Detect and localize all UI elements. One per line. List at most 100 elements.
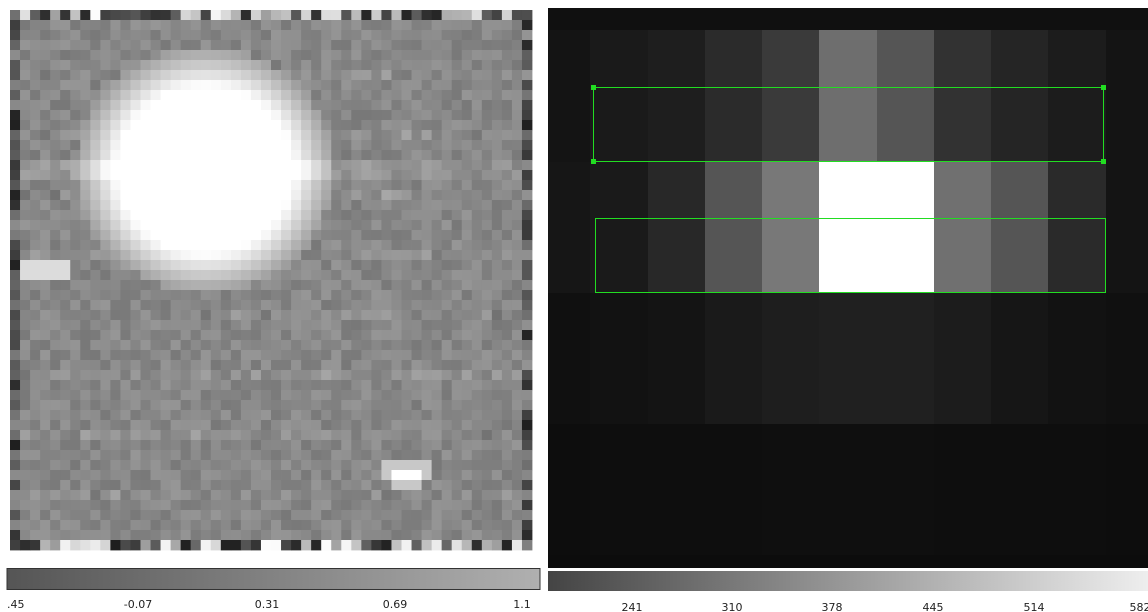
pixel xyxy=(20,200,30,210)
pixel xyxy=(60,320,70,330)
pixel xyxy=(130,10,140,20)
handle[interactable] xyxy=(1101,159,1106,164)
pixel xyxy=(241,60,251,70)
pixel xyxy=(341,490,351,500)
handle[interactable] xyxy=(591,159,596,164)
pixel xyxy=(191,220,201,230)
pixel xyxy=(40,380,50,390)
pixel xyxy=(241,450,251,460)
pixel xyxy=(120,110,130,120)
pixel xyxy=(90,250,100,260)
pixel xyxy=(381,490,391,500)
pixel xyxy=(422,430,432,440)
pixel xyxy=(90,140,100,150)
pixel xyxy=(311,80,321,90)
pixel xyxy=(231,280,241,290)
pixel xyxy=(492,80,502,90)
pixel xyxy=(70,80,80,90)
pixel xyxy=(502,410,512,420)
pixel xyxy=(422,210,432,220)
pixel xyxy=(321,310,331,320)
pixel xyxy=(191,500,201,510)
pixel xyxy=(151,220,161,230)
pixel xyxy=(341,530,351,540)
handle[interactable] xyxy=(591,85,596,90)
left-image[interactable] xyxy=(10,10,532,550)
pixel xyxy=(231,340,241,350)
pixel xyxy=(391,310,401,320)
pixel xyxy=(341,500,351,510)
pixel xyxy=(271,60,281,70)
pixel xyxy=(241,510,251,520)
pixel xyxy=(10,420,20,430)
pixel xyxy=(281,470,291,480)
pixel xyxy=(100,290,110,300)
pixel xyxy=(432,210,442,220)
pixel xyxy=(331,30,341,40)
pixel xyxy=(341,140,351,150)
pixel xyxy=(161,320,171,330)
pixel xyxy=(422,320,432,330)
pixel xyxy=(60,210,70,220)
pixel xyxy=(281,230,291,240)
pixel xyxy=(381,170,391,180)
pixel xyxy=(60,280,70,290)
pixel xyxy=(100,370,110,380)
pixel xyxy=(90,210,100,220)
pixel xyxy=(412,510,422,520)
pixel xyxy=(130,220,140,230)
pixel xyxy=(241,20,251,30)
pixel xyxy=(432,400,442,410)
pixel xyxy=(30,410,40,420)
pixel xyxy=(361,400,371,410)
pixel xyxy=(502,20,512,30)
pixel xyxy=(442,160,452,170)
pixel xyxy=(60,220,70,230)
pixel xyxy=(211,120,221,130)
pixel xyxy=(110,200,120,210)
pixel xyxy=(391,270,401,280)
pixel xyxy=(381,400,391,410)
pixel xyxy=(512,160,522,170)
pixel xyxy=(211,410,221,420)
pixel xyxy=(211,100,221,110)
pixel xyxy=(381,500,391,510)
pixel xyxy=(361,30,371,40)
pixel xyxy=(241,370,251,380)
pixel xyxy=(141,150,151,160)
pixel xyxy=(371,520,381,530)
pixel xyxy=(371,310,381,320)
pixel xyxy=(50,120,60,130)
pixel xyxy=(877,555,934,568)
pixel xyxy=(281,290,291,300)
pixel xyxy=(452,10,462,20)
pixel xyxy=(281,100,291,110)
pixel xyxy=(412,420,422,430)
pixel xyxy=(211,10,221,20)
pixel xyxy=(341,220,351,230)
pixel xyxy=(221,520,231,530)
pixel xyxy=(211,180,221,190)
pixel xyxy=(130,90,140,100)
pixel xyxy=(422,390,432,400)
pixel xyxy=(130,450,140,460)
pixel xyxy=(231,400,241,410)
pixel xyxy=(110,410,120,420)
pixel xyxy=(141,430,151,440)
pixel xyxy=(171,460,181,470)
pixel xyxy=(110,220,120,230)
pixel xyxy=(141,160,151,170)
pixel xyxy=(412,20,422,30)
right-image[interactable] xyxy=(548,8,1148,568)
pixel xyxy=(522,450,532,460)
pixel xyxy=(492,510,502,520)
pixel xyxy=(301,330,311,340)
pixel xyxy=(442,180,452,190)
handle[interactable] xyxy=(1101,85,1106,90)
pixel xyxy=(161,110,171,120)
pixel xyxy=(211,490,221,500)
pixel xyxy=(371,150,381,160)
pixel xyxy=(281,530,291,540)
pixel xyxy=(221,350,231,360)
pixel xyxy=(1048,8,1106,30)
